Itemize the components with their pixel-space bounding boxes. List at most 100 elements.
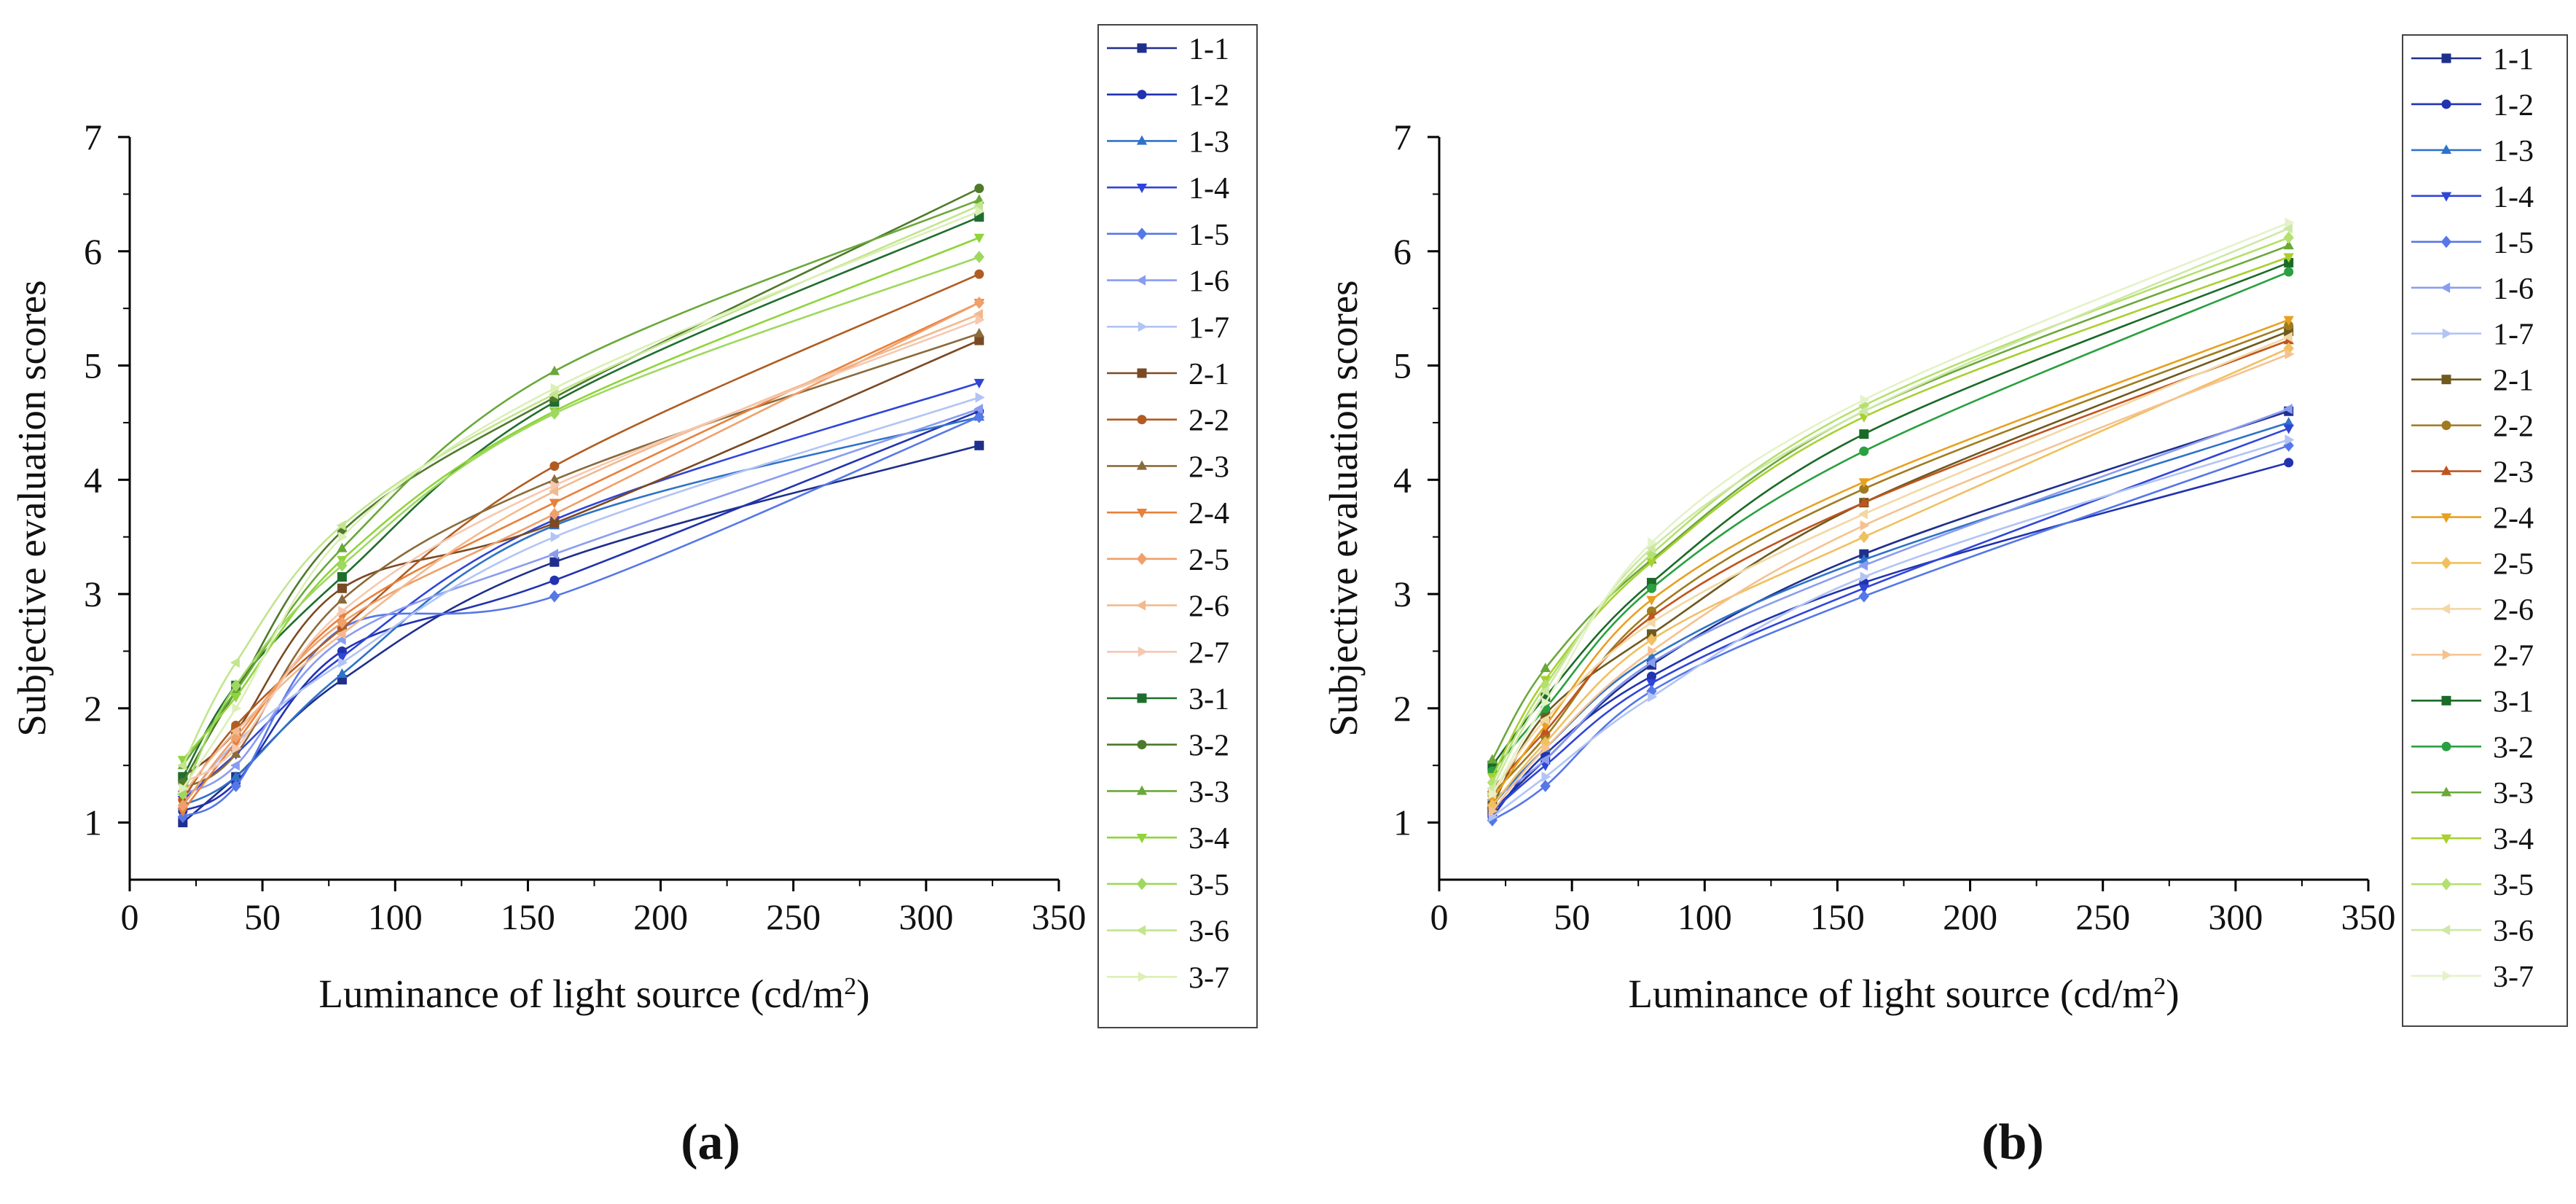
y-tick-label: 6 (84, 231, 102, 272)
legend-label: 1-6 (1189, 265, 1229, 299)
data-point (973, 200, 983, 211)
data-point (2284, 458, 2294, 468)
data-point (1859, 549, 1869, 559)
y-tick-label: 1 (84, 802, 102, 843)
data-point (549, 507, 560, 520)
data-point (1860, 571, 1870, 582)
data-point (338, 606, 348, 617)
x-tick-label: 0 (1430, 896, 1449, 937)
legend-marker (2440, 192, 2452, 202)
data-point (1539, 714, 1549, 725)
legend-item-2-2: 2-2 (2411, 410, 2534, 444)
legend-marker (1137, 693, 1147, 703)
data-point (1646, 595, 1657, 606)
data-point (974, 269, 984, 279)
x-tick-label: 350 (1032, 896, 1087, 937)
series-line (181, 302, 980, 806)
legend-marker (2440, 877, 2452, 891)
legend-item-1-5: 1-5 (2411, 227, 2534, 260)
legend-item-3-6: 3-6 (1107, 915, 1229, 949)
legend-label: 3-2 (1189, 730, 1229, 763)
data-point (1541, 697, 1551, 708)
series-line (1492, 439, 2290, 818)
data-point (177, 810, 189, 824)
legend-item-2-7: 2-7 (2411, 639, 2534, 673)
series-1-6 (1487, 403, 2293, 805)
x-tick-label: 100 (368, 896, 423, 937)
data-point (549, 557, 560, 567)
legend-item-1-5: 1-5 (1107, 219, 1229, 252)
x-tick-label: 50 (244, 896, 281, 937)
legend-label: 2-1 (2493, 364, 2534, 398)
data-point (1858, 560, 1868, 571)
data-point (1858, 406, 1868, 417)
data-point (1645, 543, 1656, 554)
legend-marker (2441, 53, 2451, 63)
data-point (1646, 679, 1657, 689)
data-point (974, 327, 984, 337)
data-point (2284, 267, 2294, 277)
legend-label: 3-5 (1189, 869, 1229, 902)
data-point (2285, 217, 2295, 228)
legend-label: 1-4 (2493, 181, 2534, 214)
data-point (974, 184, 984, 194)
data-point (549, 575, 560, 585)
data-point (1541, 771, 1551, 783)
legend-label: 1-5 (2493, 227, 2534, 260)
legend-label: 3-4 (1189, 822, 1229, 856)
legend-item-2-7: 2-7 (1107, 636, 1229, 670)
data-point (974, 378, 984, 388)
legend-marker (1138, 646, 1148, 657)
series-2-4 (177, 299, 984, 817)
legend-marker (2440, 235, 2452, 249)
legend-label: 2-2 (1189, 404, 1229, 438)
y-axis-label: Subjective evaluation scores (9, 280, 54, 736)
series-1-1 (178, 440, 984, 828)
data-point (1859, 429, 1869, 439)
data-point (549, 549, 559, 560)
series-line (1491, 244, 2290, 761)
data-point (1487, 799, 1498, 812)
legend-label: 1-7 (2493, 318, 2534, 352)
legend-marker (2440, 924, 2451, 936)
data-point (337, 542, 348, 552)
legend-item-3-6: 3-6 (2411, 915, 2534, 948)
data-point (230, 771, 241, 781)
legend-item-3-1: 3-1 (2411, 685, 2534, 719)
series-line (1491, 270, 2290, 772)
data-point (1539, 754, 1549, 765)
series-1-3 (177, 411, 984, 810)
series-1-6 (177, 403, 983, 800)
legend-label: 2-5 (1189, 544, 1229, 577)
data-point (1648, 692, 1658, 703)
legend-marker (1136, 460, 1148, 470)
series-3-7 (1488, 217, 2295, 800)
data-point (337, 668, 348, 679)
x-axis-label: Luminance of light source (cd/m2) (1628, 972, 2179, 1016)
series-line (181, 204, 980, 766)
legend-item-1-1: 1-1 (2411, 43, 2534, 77)
series-line (1491, 353, 2290, 812)
data-point (2285, 434, 2295, 445)
series-3-6 (177, 200, 983, 771)
legend-item-2-2: 2-2 (1107, 404, 1229, 438)
legend-label: 3-6 (1189, 915, 1229, 949)
legend-marker (2442, 328, 2452, 339)
series-line (181, 256, 980, 794)
data-point (2283, 253, 2294, 263)
legend-label: 3-7 (2493, 961, 2534, 994)
legend-marker (2440, 603, 2451, 614)
legend-item-1-3: 1-3 (2411, 135, 2534, 168)
series-line (181, 273, 980, 801)
chart-panel-b: 1 2 3 4 5 6 7 0 50 100 150 200 250 300 350 Luminance of… (1321, 34, 2568, 1170)
x-tick-label: 350 (2341, 896, 2396, 937)
series-line (181, 216, 980, 778)
x-tick-label: 200 (633, 896, 688, 937)
series-2-5 (177, 296, 984, 812)
data-point (2283, 316, 2294, 326)
data-point (230, 748, 241, 758)
data-point (2284, 257, 2294, 267)
legend-marker (2441, 375, 2451, 385)
legend-marker (1136, 275, 1146, 286)
data-point (179, 783, 189, 794)
